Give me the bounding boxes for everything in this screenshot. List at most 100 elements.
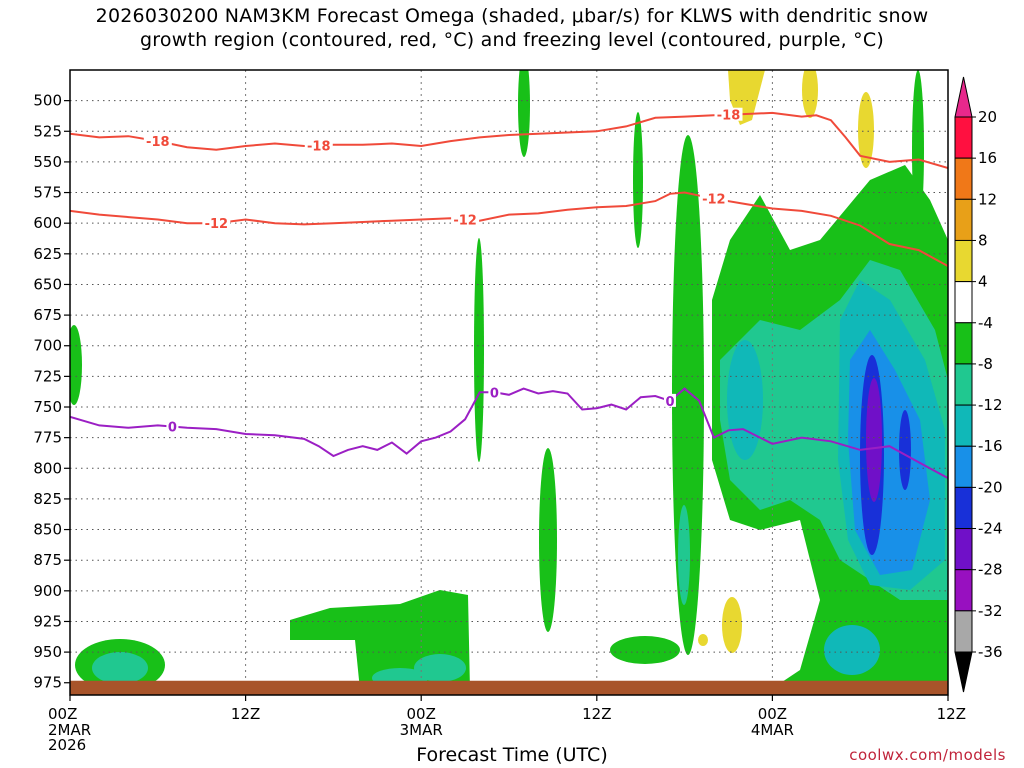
contour-label-bg: [699, 191, 728, 205]
omega-patch: [722, 597, 742, 653]
omega-patch: [698, 634, 708, 646]
omega-patch: [414, 654, 466, 682]
x-tick-label: 00Z: [407, 705, 436, 723]
colorbar-label: -32: [978, 602, 1003, 620]
contour-label: -18: [717, 109, 741, 124]
contour-labels: -18 -18 -18 -12 -12 -12 0 0 0: [143, 107, 743, 436]
contour-label: -12: [702, 193, 726, 208]
y-tick-label: 950: [33, 643, 62, 661]
y-tick-label: 975: [33, 674, 62, 692]
y-tick-label: 675: [33, 306, 62, 324]
contour-label: -18: [307, 139, 331, 154]
colorbar-label: -28: [978, 561, 1003, 579]
colorbar-segment: [954, 239, 973, 283]
x-tick-label: 12Z: [582, 705, 611, 723]
colorbar-segment: [954, 157, 973, 200]
contour-label-bg: [714, 107, 743, 121]
y-tick-label: 925: [33, 612, 62, 630]
colorbar-segment: [954, 528, 973, 571]
colorbar-segment: [954, 198, 973, 241]
omega-patch: [678, 505, 690, 605]
y-tick-label: 775: [33, 429, 62, 447]
colorbar-segment: [954, 610, 973, 653]
x-tick-sublabel: 3MAR: [400, 721, 443, 739]
ground-surface: [70, 680, 948, 695]
contour-label-bg: [166, 419, 179, 433]
y-tick-label: 650: [33, 275, 62, 293]
y-tick-label: 625: [33, 245, 62, 263]
y-tick-label: 800: [33, 459, 62, 477]
contour-label: 0: [665, 395, 674, 410]
colorbar-bottom-arrow: [954, 651, 973, 693]
title-line-1: 2026030200 NAM3KM Forecast Omega (shaded…: [95, 5, 929, 27]
contour-label-bg: [304, 138, 333, 152]
colorbar-segment: [954, 116, 973, 159]
colorbar-segment: [954, 404, 973, 447]
colorbar-segment: [954, 281, 973, 324]
y-tick-label: 500: [33, 92, 62, 110]
colorbar: 20 16 12 8 4 -4 -8 -12 -16 -20 -24 -28 -32 -36: [954, 76, 1003, 693]
y-tick-label: 525: [33, 122, 62, 140]
colorbar-label: -4: [978, 314, 993, 332]
y-tick-label: 600: [33, 214, 62, 232]
colorbar-segment: [954, 486, 973, 530]
colorbar-label: -24: [978, 520, 1003, 538]
contour-label: -12: [453, 214, 477, 229]
x-tick-sublabel: 2MAR: [48, 721, 91, 739]
colorbar-label: 20: [978, 108, 997, 126]
contour-label-bg: [488, 385, 501, 399]
y-tick-label: 825: [33, 490, 62, 508]
y-tick-label: 750: [33, 398, 62, 416]
colorbar-label: 16: [978, 149, 997, 167]
y-tick-label: 875: [33, 551, 62, 569]
colorbar-label: -16: [978, 437, 1003, 455]
x-tick-label: 00Z: [758, 705, 787, 723]
omega-patch: [92, 652, 148, 684]
title-line-2: growth region (contoured, red, °C) and f…: [140, 29, 884, 51]
contour-line-0: [70, 387, 948, 479]
colorbar-label: -12: [978, 396, 1003, 414]
omega-patch: [802, 70, 818, 118]
omega-patch: [518, 70, 530, 157]
contour-label: 0: [168, 421, 177, 436]
colorbar-top-arrow: [954, 76, 973, 118]
omega-patch: [858, 92, 874, 168]
omega-patch: [610, 636, 680, 664]
contour-label: -12: [205, 217, 229, 232]
x-tick-label: 00Z: [48, 705, 77, 723]
y-tick-label: 700: [33, 337, 62, 355]
plot-frame: [69, 69, 949, 696]
x-tick-label: 12Z: [937, 705, 966, 723]
x-tick-sublabel: 4MAR: [751, 721, 794, 739]
y-tick-label: 575: [33, 184, 62, 202]
colorbar-segment: [954, 322, 973, 365]
omega-patch: [474, 238, 484, 462]
y-tick-label: 850: [33, 521, 62, 539]
omega-patch: [727, 340, 763, 460]
contour-label-bg: [202, 216, 231, 230]
contour-label-bg: [143, 134, 172, 148]
x-tick-label: 12Z: [231, 705, 260, 723]
ground-fill: [70, 680, 948, 695]
colorbar-label: 4: [978, 273, 988, 291]
y-axis: 500 525 550 575 600 625 650 675 700 725 750 775 800 8…: [33, 92, 70, 692]
omega-patch: [633, 112, 643, 248]
colorbar-segment: [954, 445, 973, 488]
contour-label-bg: [451, 212, 480, 226]
colorbar-label: -8: [978, 355, 993, 373]
y-tick-label: 725: [33, 367, 62, 385]
omega-patch: [866, 378, 882, 502]
y-tick-label: 550: [33, 153, 62, 171]
colorbar-label: -20: [978, 478, 1003, 496]
colorbar-segment: [954, 569, 973, 612]
credit-link[interactable]: coolwx.com/models: [849, 746, 1006, 764]
colorbar-label: 8: [978, 231, 988, 249]
omega-patch: [899, 410, 911, 490]
omega-patch: [824, 625, 880, 675]
chart-title: 2026030200 NAM3KM Forecast Omega (shaded…: [0, 4, 1024, 52]
colorbar-label: -36: [978, 643, 1003, 661]
contour-line--18: [70, 111, 948, 169]
omega-patch: [70, 325, 82, 405]
